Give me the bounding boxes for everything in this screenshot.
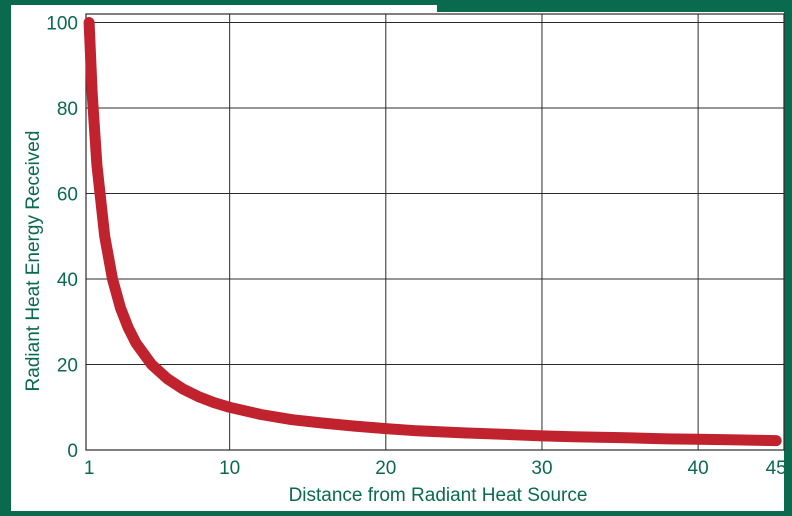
outer-frame-left (0, 0, 11, 516)
x-tick-label: 30 (531, 458, 552, 479)
y-tick-label: 80 (57, 99, 78, 120)
y-tick-label: 100 (46, 14, 78, 35)
x-tick-label: 45 (766, 458, 787, 479)
outer-frame-right (784, 0, 792, 516)
tick-labels: 0 20 40 60 80 100 1 10 20 30 40 45 (46, 14, 786, 479)
series-layer (83, 17, 782, 447)
y-tick-label: 20 (57, 356, 78, 377)
x-tick-label: 10 (219, 458, 240, 479)
plot-border (85, 13, 785, 451)
y-tick-label: 60 (57, 185, 78, 206)
x-tick-label: 20 (375, 458, 396, 479)
y-axis-label: Radiant Heat Energy Received (23, 131, 44, 392)
x-axis-label: Distance from Radiant Heat Source (289, 485, 588, 506)
outer-frame-bottom (0, 511, 792, 516)
y-tick-label: 40 (57, 270, 78, 291)
x-tick-label: 1 (84, 458, 95, 479)
outer-frame-top-right (437, 0, 792, 12)
x-tick-label: 40 (688, 458, 709, 479)
y-tick-label: 0 (67, 441, 78, 462)
grid (85, 13, 785, 451)
outer-frame-top-left (0, 0, 437, 5)
data-series-line (83, 17, 782, 447)
